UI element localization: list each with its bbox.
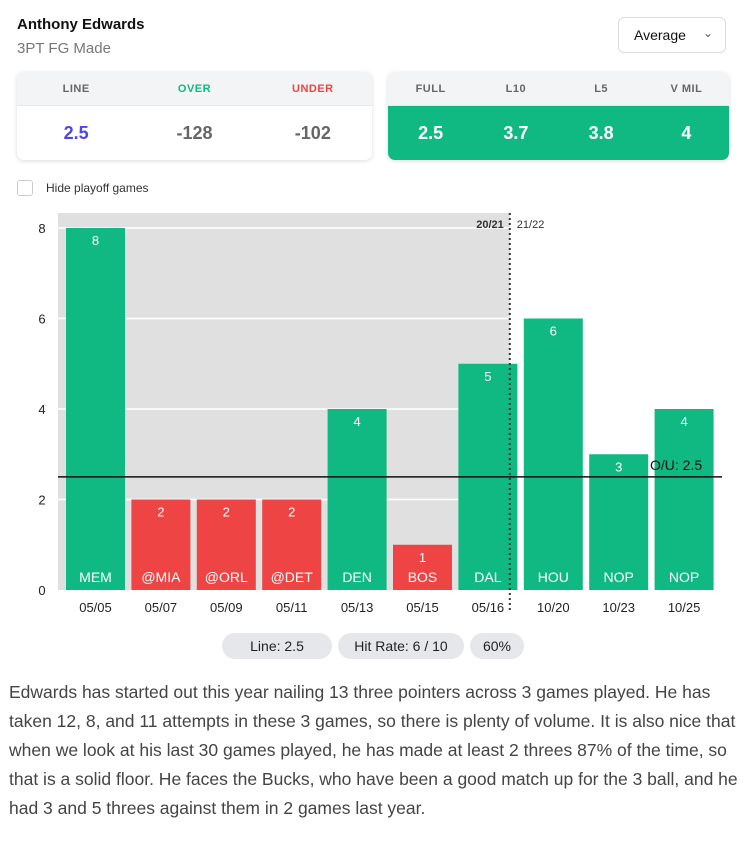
analysis-text: Edwards has started out this year nailin… — [9, 682, 738, 818]
bar-opponent-label: BOS — [408, 569, 438, 585]
bar-value-label: 2 — [157, 505, 164, 520]
full-value: 2.5 — [418, 123, 444, 143]
bar — [393, 544, 452, 590]
bar-opponent-label: DEN — [342, 569, 372, 585]
l5-header: L5 — [594, 82, 609, 95]
over-value: -128 — [176, 123, 213, 143]
stat-name: 3PT FG Made — [17, 40, 111, 57]
l10-value: 3.7 — [503, 123, 529, 143]
bar-value-label: 2 — [288, 505, 295, 520]
l5-value: 3.8 — [588, 123, 614, 143]
bar — [131, 499, 191, 590]
bar-opponent-label: NOP — [669, 569, 699, 585]
y-tick-label: 6 — [38, 312, 45, 327]
bar-value-label: 4 — [353, 414, 360, 429]
x-tick-label: 05/05 — [79, 600, 112, 615]
hide-playoff-toggle[interactable]: Hide playoff games — [17, 180, 149, 196]
hit-pct-pill: 60% — [470, 633, 524, 659]
bar — [66, 228, 125, 590]
vmil-header: V MIL — [670, 82, 703, 95]
x-tick-label: 05/16 — [472, 600, 505, 615]
line-pill: Line: 2.5 — [222, 633, 332, 659]
dropdown-value: Average — [634, 27, 686, 43]
x-tick-label: 05/15 — [406, 600, 439, 615]
bar — [262, 499, 322, 590]
bar-opponent-label: HOU — [538, 569, 569, 585]
hit-rate-pill: Hit Rate: 6 / 10 — [338, 633, 464, 659]
line-value: 2.5 — [63, 123, 89, 143]
hide-playoff-label: Hide playoff games — [46, 181, 149, 195]
l10-header: L10 — [505, 82, 527, 95]
x-tick-label: 05/09 — [210, 600, 243, 615]
line-header: LINE — [62, 82, 90, 95]
averages-card: FULL L10 L5 V MIL 2.5 3.7 3.8 4 — [388, 72, 729, 160]
under-header: UNDER — [292, 82, 334, 95]
player-name: Anthony Edwards — [17, 16, 145, 33]
bar-value-label: 6 — [550, 324, 557, 339]
bar-value-label: 2 — [223, 505, 230, 520]
over-under-label: O/U: 2.5 — [650, 457, 702, 473]
odds-card: LINE OVER UNDER 2.5 -128 -102 — [17, 72, 372, 160]
season-label-prev: 20/21 — [476, 219, 504, 231]
bar-opponent-label: NOP — [604, 569, 634, 585]
x-tick-label: 05/11 — [276, 600, 308, 615]
x-tick-label: 10/20 — [537, 600, 570, 615]
x-tick-label: 10/25 — [668, 600, 701, 615]
bar-value-label: 1 — [419, 550, 426, 565]
season-label-current: 21/22 — [517, 219, 545, 231]
hide-playoff-checkbox[interactable] — [17, 180, 33, 196]
vmil-value: 4 — [681, 123, 692, 143]
bar-opponent-label: MEM — [79, 569, 112, 585]
bar — [196, 499, 256, 590]
bar-value-label: 8 — [92, 233, 99, 248]
bar — [327, 409, 387, 590]
x-tick-label: 05/13 — [341, 600, 374, 615]
bar-value-label: 5 — [484, 369, 491, 384]
y-tick-label: 2 — [38, 493, 45, 508]
bar — [654, 409, 714, 590]
bar-chart: 0 2 4 6 8 8 MEM 05/05 2 @MIA 05/07 2 @ORL 05/09 2 @DET 0… — [38, 213, 722, 615]
under-value: -102 — [294, 123, 331, 143]
x-tick-label: 05/07 — [145, 600, 178, 615]
x-tick-label: 10/23 — [602, 600, 635, 615]
y-tick-label: 4 — [38, 402, 45, 417]
bar — [523, 318, 583, 590]
bar-opponent-label: @MIA — [141, 569, 181, 585]
bar-opponent-label: @DET — [271, 569, 314, 585]
average-dropdown[interactable]: Average ⌄ — [618, 17, 726, 53]
bar-value-label: 3 — [615, 459, 622, 474]
bar-opponent-label: @ORL — [205, 569, 248, 585]
over-header: OVER — [177, 82, 212, 95]
y-tick-label: 0 — [38, 583, 45, 598]
chevron-down-icon: ⌄ — [702, 26, 713, 40]
bar-value-label: 4 — [680, 414, 687, 429]
bar-opponent-label: DAL — [474, 569, 501, 585]
full-header: FULL — [415, 82, 446, 95]
y-tick-label: 8 — [38, 221, 45, 236]
